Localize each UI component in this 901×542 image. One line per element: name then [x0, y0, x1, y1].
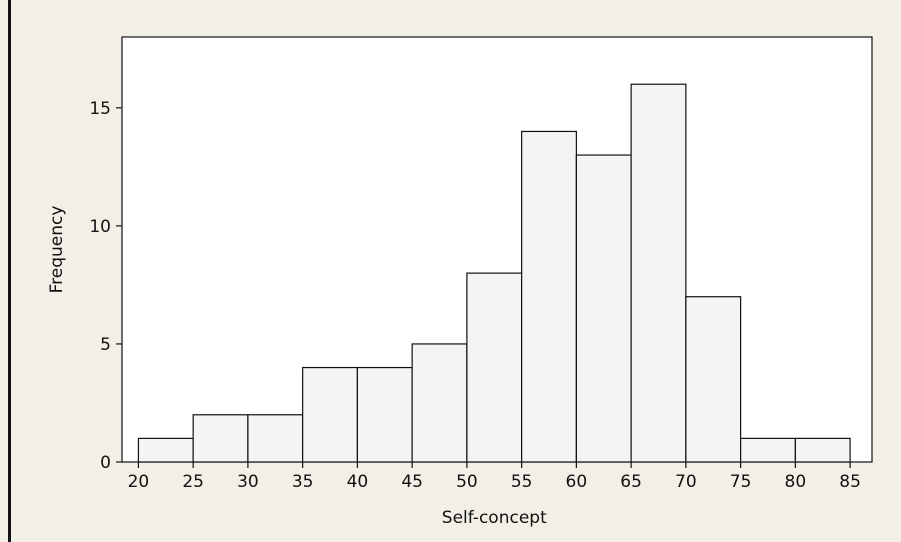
x-tick-label: 65: [620, 472, 642, 492]
x-tick-label: 20: [128, 472, 150, 492]
histogram-bar: [356, 366, 413, 463]
y-tick-label: 0: [100, 453, 111, 473]
y-axis: 0 5 10 15: [89, 99, 122, 473]
x-tick-label: 70: [675, 472, 697, 492]
histogram-bar: [685, 296, 742, 463]
x-tick-label: 60: [566, 472, 588, 492]
histogram-bar: [740, 437, 796, 463]
x-tick-label: 75: [730, 472, 752, 492]
x-axis: 20 25 30 35 40 45 50 55 60 65 70 75 80 85: [128, 462, 861, 492]
x-axis-title: Self-concept: [442, 508, 547, 528]
y-tick-label: 5: [100, 335, 111, 355]
y-tick-label: 10: [89, 217, 111, 237]
histogram-bar: [247, 414, 304, 463]
histogram-bar: [466, 272, 523, 463]
y-tick-label: 15: [89, 99, 111, 119]
bars-group: [137, 83, 851, 463]
left-border-line: [8, 0, 11, 542]
x-tick-label: 50: [456, 472, 478, 492]
x-tick-label: 30: [237, 472, 259, 492]
histogram-bar: [521, 130, 577, 463]
x-tick-label: 55: [511, 472, 533, 492]
y-axis-title: Frequency: [47, 206, 67, 294]
x-tick-label: 40: [347, 472, 369, 492]
histogram-bar: [630, 83, 687, 463]
histogram-bar: [137, 437, 194, 463]
x-tick-label: 80: [785, 472, 807, 492]
x-tick-label: 35: [292, 472, 314, 492]
histogram-bar: [411, 343, 468, 463]
histogram-bar: [302, 366, 359, 463]
histogram-bar: [794, 437, 851, 463]
x-tick-label: 45: [401, 472, 423, 492]
x-tick-label: 25: [182, 472, 204, 492]
histogram-bar: [575, 154, 632, 463]
x-tick-label: 85: [839, 472, 861, 492]
histogram-bar: [192, 414, 249, 463]
